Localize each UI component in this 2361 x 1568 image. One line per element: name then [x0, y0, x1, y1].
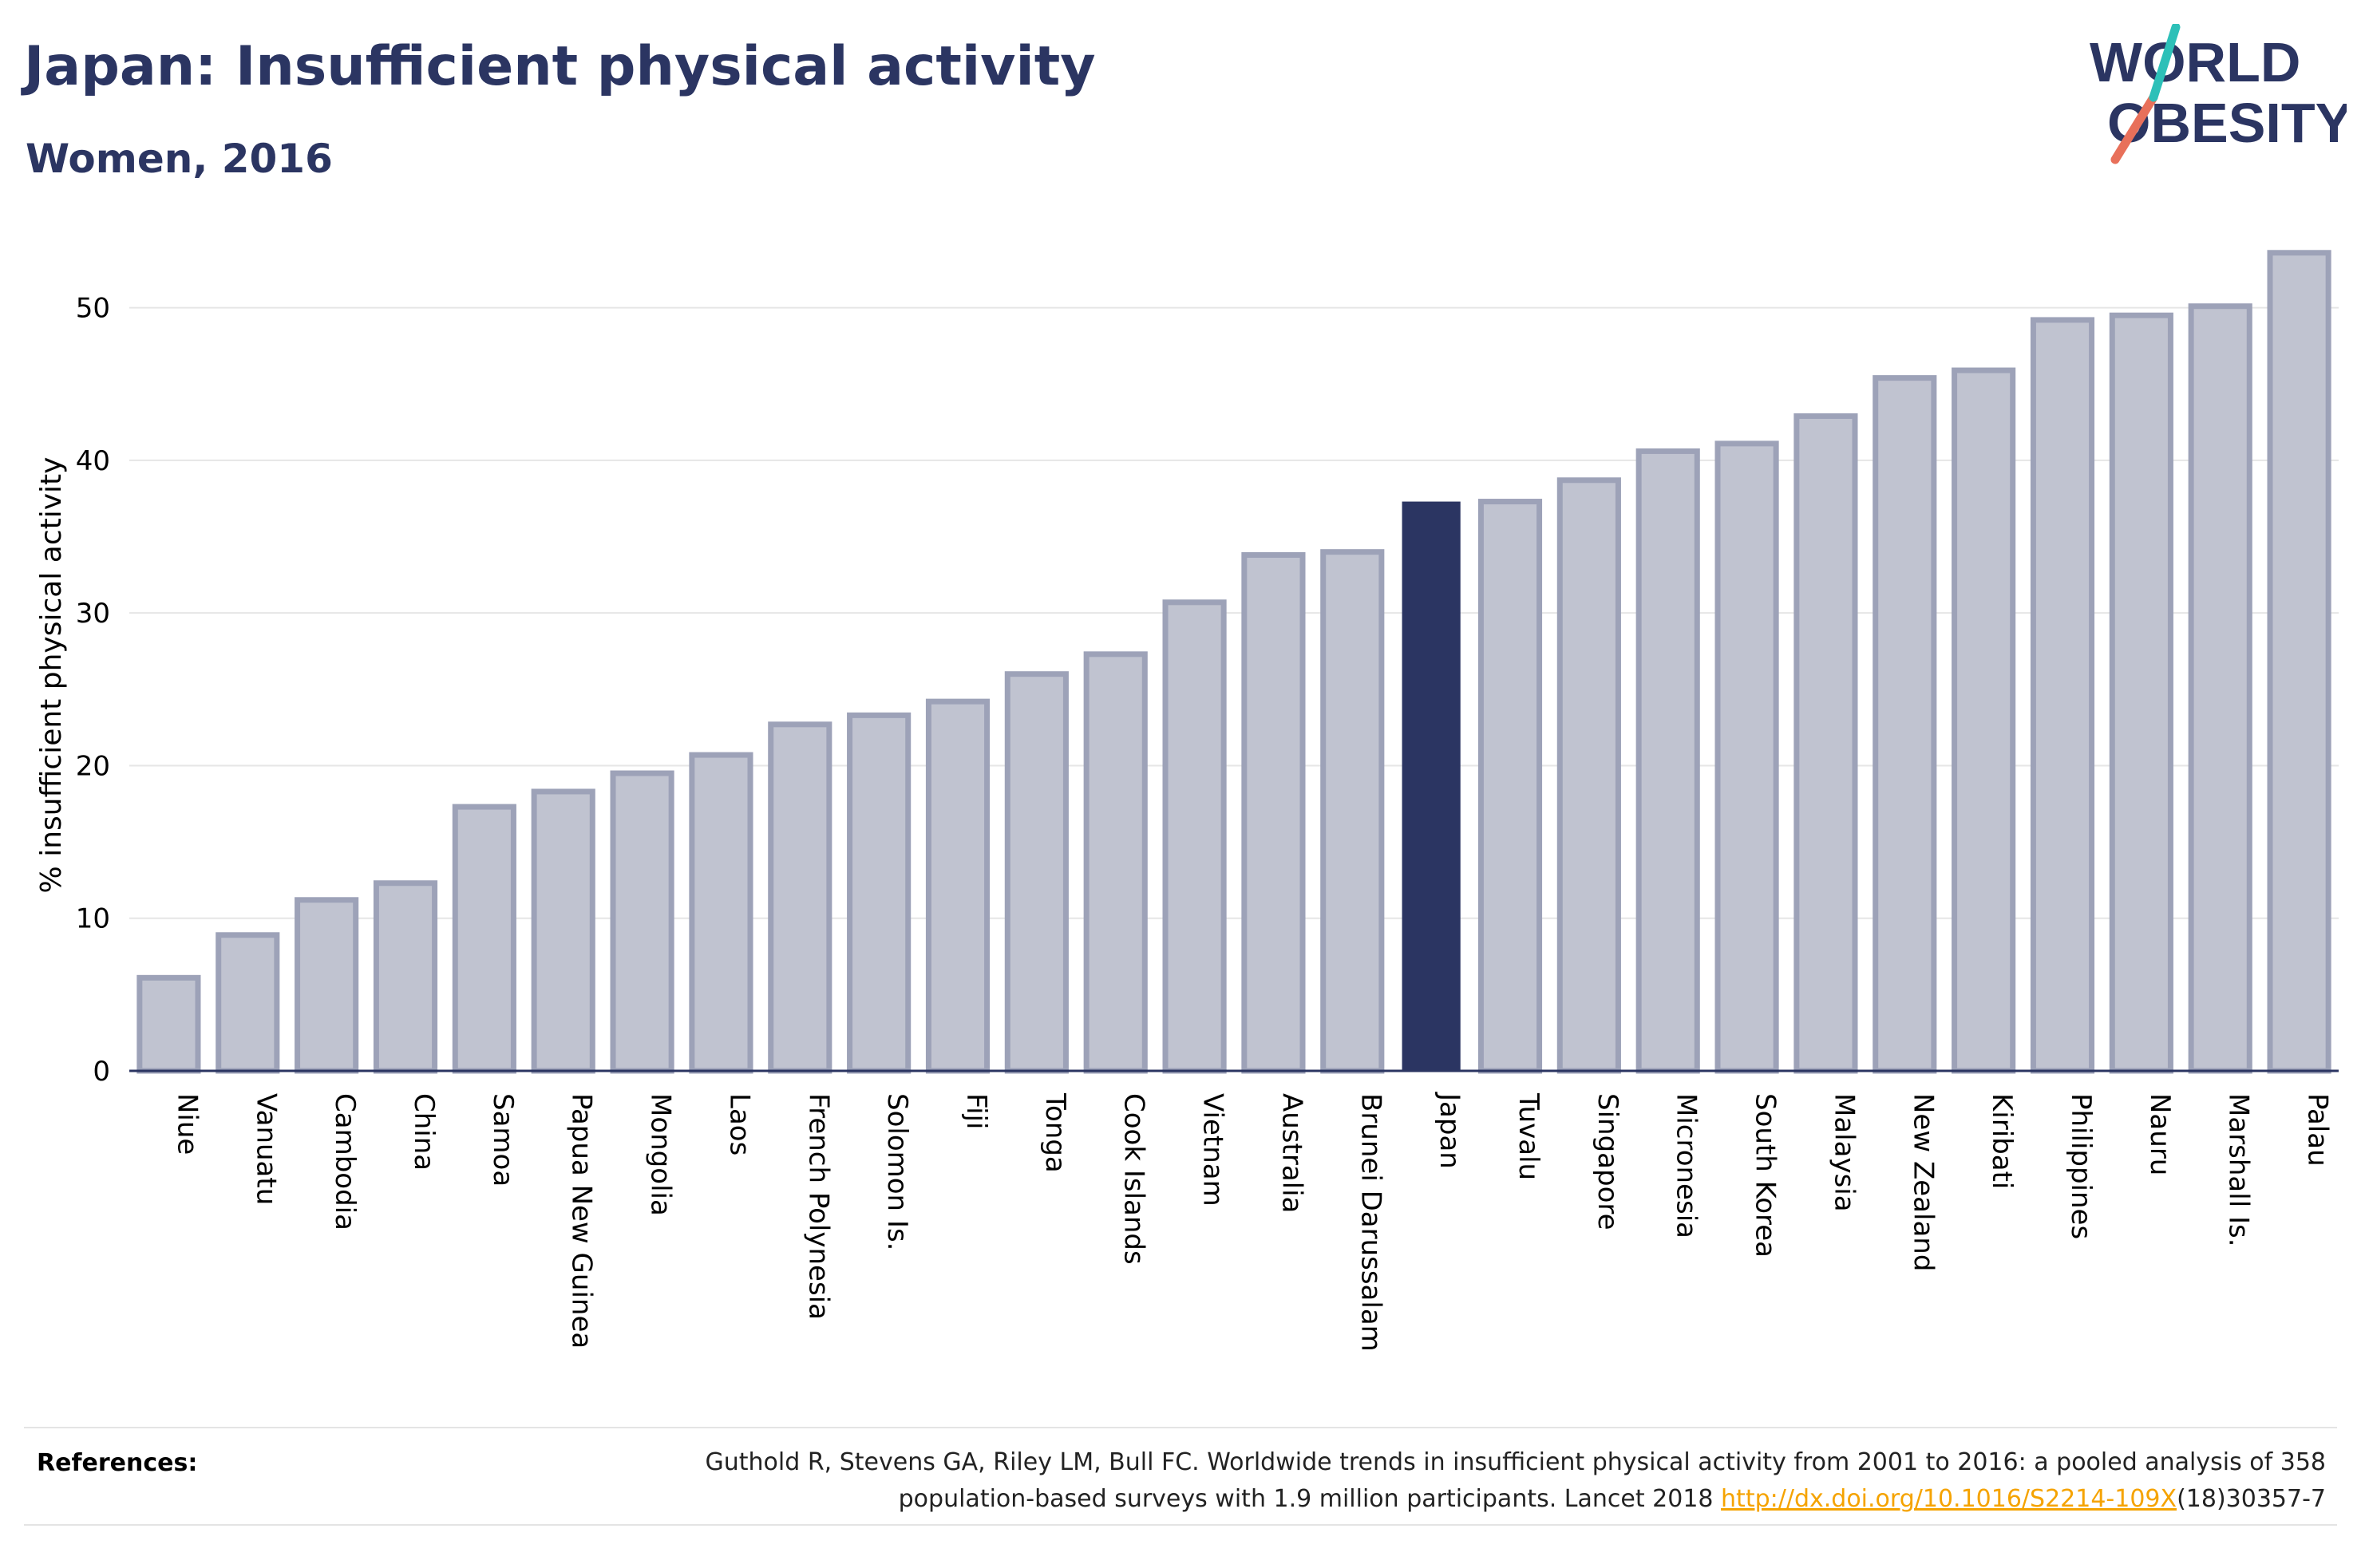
references-line-2-suffix: (18)30357-7 [2177, 1485, 2326, 1513]
x-tick-label: Nauru [2144, 1093, 2176, 1175]
references-doi-link[interactable]: http://dx.doi.org/10.1016/S2214-109X [1721, 1485, 2177, 1513]
bar [2030, 317, 2095, 1074]
bar [1952, 367, 2016, 1074]
bar [2188, 303, 2252, 1074]
bar [1873, 375, 1937, 1074]
bar [295, 897, 359, 1074]
bar [1241, 551, 1306, 1074]
x-tick-label: Samoa [487, 1093, 519, 1187]
references-line-1: Guthold R, Stevens GA, Riley LM, Bull FC… [705, 1448, 2326, 1476]
bar [2109, 312, 2173, 1074]
bar [216, 932, 280, 1074]
references-divider-top [24, 1427, 2337, 1428]
references-divider-bottom [24, 1524, 2337, 1526]
bar [1083, 651, 1148, 1074]
x-tick-label: Singapore [1592, 1093, 1623, 1230]
x-tick-label: Solomon Is. [881, 1093, 913, 1250]
x-tick-label: Laos [723, 1093, 755, 1155]
bar [925, 698, 991, 1074]
x-tick-label: Cook Islands [1118, 1093, 1150, 1265]
x-tick-label: Papua New Guinea [566, 1093, 598, 1349]
bar [1162, 599, 1227, 1074]
x-tick-label: Mongolia [645, 1093, 677, 1216]
x-tick-label: Micronesia [1671, 1093, 1703, 1238]
bar [1714, 440, 1779, 1074]
x-tick-label: Japan [1434, 1092, 1465, 1169]
bar [768, 721, 832, 1074]
y-tick-label: 50 [76, 293, 110, 325]
x-tick-label: French Polynesia [802, 1093, 834, 1320]
bar [847, 712, 912, 1074]
bar-highlighted [1402, 501, 1461, 1071]
x-tick-label: Australia [1275, 1093, 1307, 1213]
x-tick-label: Philippines [2065, 1093, 2097, 1239]
x-tick-label: Malaysia [1828, 1093, 1860, 1212]
y-tick-label: 10 [76, 903, 110, 935]
bar [1793, 413, 1858, 1074]
bar [1320, 549, 1385, 1074]
references-label: References: [37, 1449, 198, 1477]
references-text: Guthold R, Stevens GA, Riley LM, Bull FC… [490, 1444, 2326, 1518]
x-tick-label: Fiji [960, 1093, 992, 1129]
bar [1477, 499, 1543, 1074]
bar [1556, 477, 1621, 1074]
bar [136, 974, 201, 1074]
bar [1635, 448, 1700, 1074]
logo-slash-accent-icon [2149, 24, 2181, 102]
y-tick-label: 0 [93, 1056, 110, 1088]
y-axis-title: % insufficient physical activity [35, 457, 68, 894]
x-tick-label: Brunei Darussalam [1355, 1093, 1386, 1352]
bar [531, 788, 595, 1074]
references-line-2-prefix: population-based surveys with 1.9 millio… [898, 1485, 1722, 1513]
logo-slash-icon [2110, 93, 2158, 164]
bar [1004, 671, 1069, 1074]
logo-text-world: WORLD [2090, 31, 2300, 93]
x-tick-label: Vanuatu [250, 1093, 282, 1205]
x-tick-label: Niue [171, 1093, 203, 1155]
x-tick-label: Cambodia [329, 1093, 361, 1230]
x-tick-label: China [408, 1093, 440, 1171]
x-tick-label: Tuvalu [1513, 1092, 1544, 1180]
x-tick-label: Tonga [1039, 1092, 1071, 1173]
bar [373, 880, 438, 1074]
bar [610, 770, 674, 1074]
bar [452, 804, 516, 1074]
x-tick-label: Palau [2302, 1093, 2334, 1167]
y-tick-label: 40 [76, 445, 110, 477]
x-tick-label: New Zealand [1907, 1093, 1939, 1271]
world-obesity-logo: WORLD OBESITY [2090, 24, 2347, 164]
page-title: Japan: Insufficient physical activity [24, 35, 1096, 98]
x-tick-label: Kiribati [1986, 1093, 2018, 1189]
y-tick-label: 30 [76, 598, 110, 630]
x-tick-label: Marshall Is. [2223, 1093, 2255, 1247]
y-tick-label: 20 [76, 750, 110, 782]
bar [2267, 250, 2331, 1074]
x-tick-label: South Korea [1750, 1093, 1782, 1258]
x-tick-label: Vietnam [1197, 1093, 1229, 1207]
bar [689, 752, 753, 1074]
page-subtitle: Women, 2016 [26, 136, 333, 182]
